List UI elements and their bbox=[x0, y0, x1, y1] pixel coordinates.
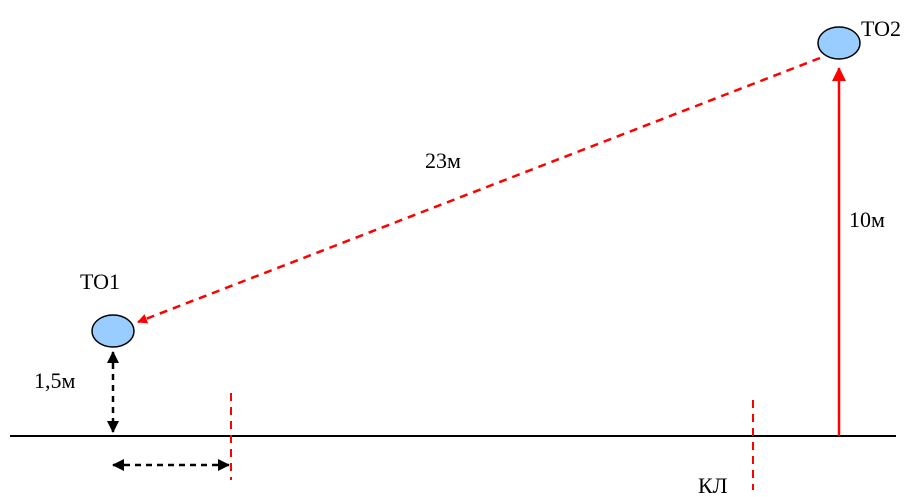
height-to1-label: 1,5м bbox=[34, 368, 76, 393]
to1-label: ТО1 bbox=[80, 269, 120, 294]
kl-label: КЛ bbox=[698, 473, 728, 497]
height-to2-label: 10м bbox=[849, 207, 885, 232]
to2-node bbox=[817, 26, 861, 60]
to2-label: ТО2 bbox=[861, 16, 901, 41]
distance-label: 23м bbox=[425, 148, 461, 173]
distance-arrow bbox=[137, 56, 821, 324]
to1-node bbox=[91, 314, 135, 348]
